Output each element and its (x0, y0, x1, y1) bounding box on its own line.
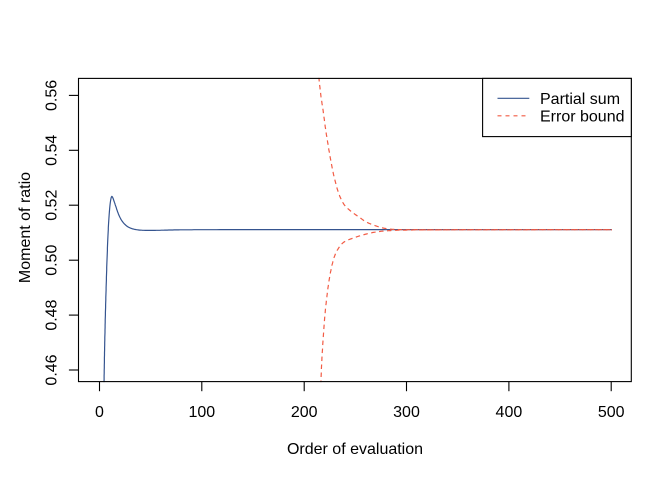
svg-text:400: 400 (496, 404, 523, 421)
svg-text:200: 200 (291, 404, 318, 421)
svg-text:0.52: 0.52 (44, 190, 61, 221)
svg-text:0: 0 (95, 404, 104, 421)
svg-text:300: 300 (393, 404, 420, 421)
svg-text:0.50: 0.50 (44, 245, 61, 276)
svg-text:Partial sum: Partial sum (540, 91, 620, 108)
svg-text:0.48: 0.48 (44, 299, 61, 330)
svg-text:Moment of ratio: Moment of ratio (17, 172, 34, 283)
svg-text:Order of evaluation: Order of evaluation (287, 441, 423, 458)
svg-text:500: 500 (598, 404, 625, 421)
svg-text:0.46: 0.46 (44, 354, 61, 385)
svg-text:100: 100 (188, 404, 215, 421)
svg-text:Error bound: Error bound (540, 108, 625, 125)
svg-text:0.54: 0.54 (44, 135, 61, 166)
svg-text:0.56: 0.56 (44, 80, 61, 111)
